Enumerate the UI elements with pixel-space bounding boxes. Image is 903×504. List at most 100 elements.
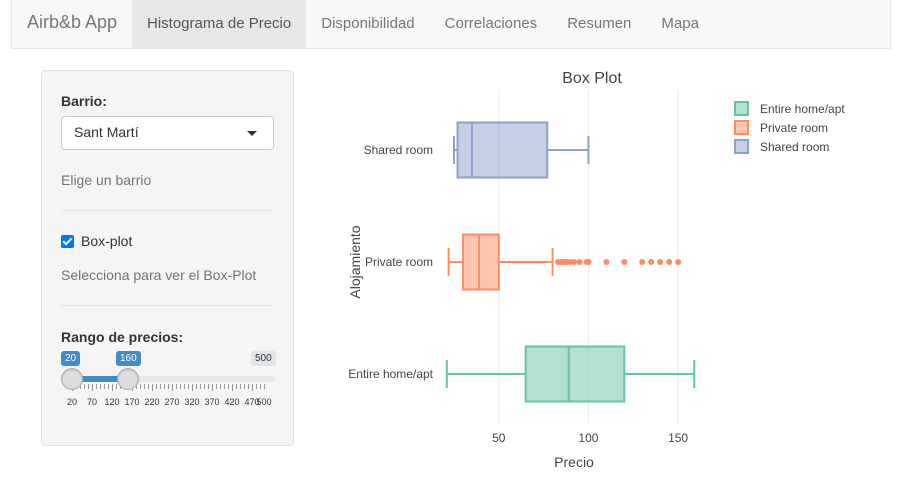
slider-tick: [116, 384, 117, 389]
slider-tick: [220, 384, 221, 389]
slider-tick: [140, 384, 141, 389]
slider-tick: [148, 384, 149, 389]
slider-from-handle[interactable]: [61, 368, 83, 390]
chart-title: Box Plot: [562, 70, 622, 87]
outlier-point: [648, 259, 655, 265]
tab-mapa[interactable]: Mapa: [661, 15, 699, 32]
legend-swatch: [734, 101, 749, 116]
legend-label: Private room: [760, 121, 828, 135]
slider-tick: [252, 384, 253, 391]
slider-tick: [200, 384, 201, 389]
slider-tick-label: 320: [184, 397, 200, 407]
barrio-label: Barrio:: [61, 93, 107, 109]
boxplot-checkbox[interactable]: [61, 234, 74, 248]
x-axis-label: Precio: [554, 454, 594, 470]
slider-tick: [236, 384, 237, 389]
slider-tick: [260, 384, 261, 389]
outlier-point: [571, 259, 578, 265]
slider-tick: [232, 384, 233, 391]
slider-tick-label: 370: [204, 397, 220, 407]
y-tick-label: Entire home/apt: [348, 367, 433, 381]
tab-resumen[interactable]: Resumen: [567, 15, 632, 32]
slider-tick-label: 170: [124, 397, 140, 407]
slider-tick: [180, 384, 181, 389]
slider-tick-label: 270: [164, 397, 180, 407]
slider-tick: [224, 384, 225, 389]
boxplot-checkbox-row[interactable]: Box-plot: [61, 233, 132, 249]
navbar: Airb&b App Histograma de Precio Disponib…: [11, 0, 891, 49]
outlier-point: [585, 259, 592, 265]
legend-swatch: [734, 139, 749, 154]
slider-tick: [160, 384, 161, 389]
slider-tick: [264, 384, 265, 389]
slider-tick: [84, 384, 85, 389]
slider-ticks: [61, 384, 275, 391]
slider-tick: [192, 384, 193, 391]
barrio-help-text: Elige un barrio: [61, 172, 152, 188]
slider-tick-label: 70: [86, 397, 98, 407]
slider-tick: [196, 384, 197, 389]
y-tick-label: Shared room: [364, 143, 433, 157]
slider-tick-label: 120: [104, 397, 120, 407]
slider-tick: [212, 384, 213, 391]
tab-histograma-de-precio[interactable]: Histograma de Precio: [132, 0, 307, 48]
divider: [61, 305, 274, 306]
slider-to-badge: 160: [116, 351, 141, 366]
slider-tick: [80, 384, 81, 389]
slider-tick: [184, 384, 185, 389]
legend-label: Shared room: [760, 140, 829, 154]
app-brand[interactable]: Airb&b App: [27, 12, 118, 32]
x-tick-label: 50: [492, 431, 506, 445]
slider-tick-label: 20: [66, 397, 78, 407]
y-axis-label: Alojamiento: [347, 225, 363, 298]
outlier-point: [603, 259, 610, 265]
slider-from-badge: 20: [61, 351, 81, 366]
slider-tick-label: 500: [256, 397, 272, 407]
slider-tick: [168, 384, 169, 389]
box-iqr: [524, 345, 626, 403]
slider-tick: [172, 384, 173, 391]
slider-tick: [240, 384, 241, 389]
rango-label: Rango de precios:: [61, 329, 184, 345]
box-plot-chart: 50 100 150 Box Plot Precio Alojamiento Entire …: [340, 62, 900, 482]
nav-tabs: Histograma de Precio Disponibilidad Corr…: [132, 0, 714, 48]
slider-tick-label: 420: [224, 397, 240, 407]
slider-tick-label: 470: [244, 397, 260, 407]
slider-tick-label: 220: [144, 397, 160, 407]
outlier-point: [576, 259, 583, 265]
price-range-slider[interactable]: 20 160 500 20 70 120 170 220 270 320 370 420 470 5…: [61, 351, 276, 411]
tab-disponibilidad[interactable]: Disponibilidad: [321, 15, 415, 32]
boxplot-checkbox-label[interactable]: Box-plot: [81, 233, 133, 249]
slider-tick: [244, 384, 245, 389]
slider-tick: [144, 384, 145, 389]
slider-tick: [104, 384, 105, 389]
sidebar-panel: Barrio: Sant Martí Elige un barrio Box-p…: [41, 70, 294, 446]
slider-tick: [208, 384, 209, 389]
divider: [61, 210, 274, 211]
box-plot-svg: 50 100 150 Box Plot Precio Alojamiento Entire …: [347, 70, 845, 470]
slider-tick: [136, 384, 137, 389]
slider-tick: [164, 384, 165, 389]
slider-range-bar[interactable]: [72, 376, 128, 382]
legend-label: Entire home/apt: [760, 102, 845, 116]
slider-to-handle[interactable]: [117, 368, 139, 390]
barrio-select-value: Sant Martí: [74, 124, 139, 140]
slider-tick: [156, 384, 157, 389]
slider-tick: [152, 384, 153, 391]
outlier-point: [621, 259, 628, 265]
slider-tick: [88, 384, 89, 389]
box-iqr: [461, 233, 500, 291]
legend-swatch: [734, 120, 749, 135]
slider-tick: [112, 384, 113, 391]
slider-tick: [100, 384, 101, 389]
barrio-select[interactable]: Sant Martí: [61, 116, 274, 150]
slider-tick: [108, 384, 109, 389]
outlier-point: [657, 259, 664, 265]
slider-track[interactable]: [61, 376, 275, 382]
slider-tick: [248, 384, 249, 389]
tab-correlaciones[interactable]: Correlaciones: [444, 15, 538, 32]
slider-tick: [204, 384, 205, 389]
slider-tick: [188, 384, 189, 389]
x-tick-label: 150: [668, 431, 688, 445]
y-tick-label: Private room: [365, 255, 433, 269]
